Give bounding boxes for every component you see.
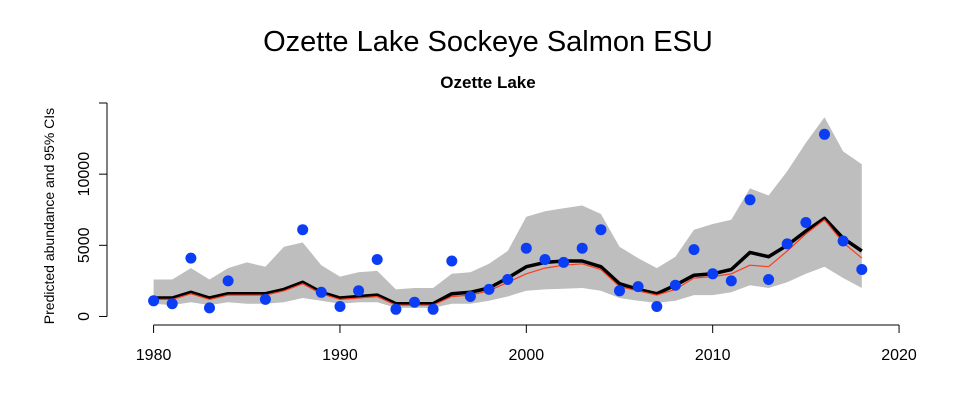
observed-point (520, 242, 532, 254)
observed-point (166, 298, 178, 310)
observed-point (763, 274, 775, 285)
observed-point (800, 217, 812, 228)
observed-point (222, 275, 234, 287)
observed-point (371, 254, 383, 265)
ci-band (153, 117, 862, 308)
observed-point (744, 194, 756, 206)
y-tick-label: 0 (76, 312, 93, 321)
observed-point (148, 295, 160, 307)
x-tick-label: 2020 (881, 347, 917, 364)
x-tick-label: 2000 (509, 347, 545, 364)
observed-point (464, 291, 476, 302)
observed-point (595, 224, 607, 236)
observed-point (576, 242, 588, 254)
observed-point (390, 303, 402, 315)
observed-point (315, 286, 327, 298)
observed-point (707, 268, 719, 280)
x-tick-label: 1990 (322, 347, 358, 364)
observed-point (837, 235, 849, 247)
observed-point (819, 128, 830, 140)
x-tick-label: 1980 (136, 347, 172, 364)
x-tick-label: 2010 (695, 347, 731, 364)
observed-point (502, 274, 514, 285)
observed-point (632, 281, 644, 293)
observed-point (669, 279, 681, 291)
chart-title: Ozette Lake Sockeye Salmon ESU (263, 26, 713, 58)
observed-point (725, 275, 737, 287)
observed-point (427, 303, 439, 315)
observed-point (409, 296, 420, 308)
observed-point (483, 283, 495, 295)
observed-point (297, 224, 309, 236)
observed-point (651, 301, 663, 312)
observed-point (334, 301, 346, 312)
y-tick-label: 5000 (76, 227, 93, 263)
y-axis-title: Predicted abundance and 95% CIs (41, 108, 57, 324)
chart-subtitle: Ozette Lake (440, 73, 536, 92)
observed-point (539, 254, 551, 265)
y-tick-label: 10000 (76, 152, 93, 197)
observed-point (558, 256, 570, 268)
observed-point (353, 285, 365, 297)
observed-point (856, 264, 868, 275)
observed-point (259, 293, 271, 305)
observed-point (185, 252, 197, 264)
observed-point (204, 302, 215, 314)
observed-point (688, 244, 700, 256)
observed-point (446, 255, 458, 267)
observed-point (614, 285, 625, 297)
observed-point (781, 238, 793, 250)
